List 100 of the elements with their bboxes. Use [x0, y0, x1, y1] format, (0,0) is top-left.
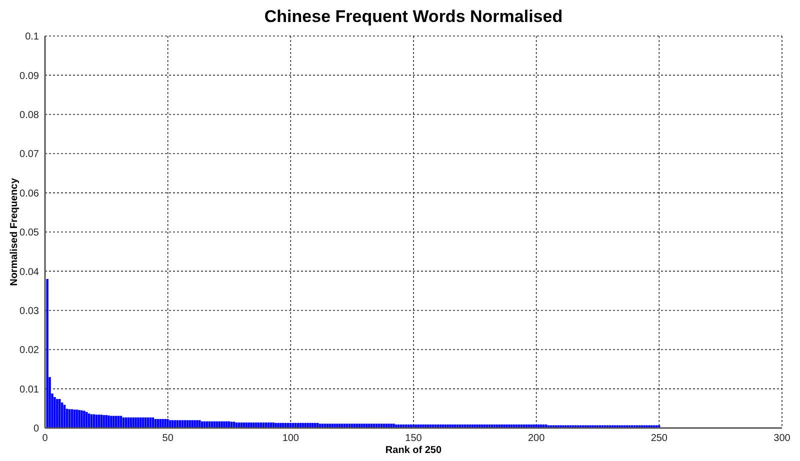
bar — [112, 416, 115, 428]
bar — [245, 422, 248, 428]
y-tick-label: 0 — [33, 424, 40, 435]
x-tick-label: 0 — [42, 433, 48, 444]
bar — [226, 421, 228, 428]
bar — [363, 424, 366, 428]
bar — [449, 424, 452, 428]
x-tick-label: 200 — [528, 433, 546, 444]
bar — [471, 424, 474, 428]
x-tick-label: 50 — [162, 433, 174, 444]
bar — [532, 424, 535, 428]
y-tick-label: 0.02 — [20, 345, 40, 356]
bar — [252, 422, 255, 428]
bar — [302, 422, 304, 428]
bar — [76, 410, 78, 428]
y-tick-label: 0.05 — [20, 228, 40, 239]
bar — [274, 422, 277, 428]
bar — [338, 424, 341, 428]
bar — [166, 418, 169, 428]
bar — [478, 424, 481, 428]
bar — [102, 415, 105, 428]
x-tick-label: 150 — [405, 433, 422, 444]
bar — [248, 422, 250, 428]
bar — [83, 410, 86, 428]
bar — [358, 424, 360, 428]
bar — [312, 422, 314, 428]
bar — [280, 422, 282, 428]
bar — [481, 424, 484, 428]
bar — [385, 424, 388, 428]
y-tick-label: 0.03 — [20, 306, 40, 317]
bar — [108, 415, 110, 428]
y-tick-label: 0.06 — [20, 188, 40, 200]
bar — [336, 424, 338, 428]
bar — [80, 410, 83, 428]
bar — [390, 424, 392, 428]
bar — [159, 418, 162, 428]
bar — [503, 424, 506, 428]
bar — [328, 424, 331, 428]
bar — [420, 424, 422, 428]
y-tick-label: 0.1 — [25, 32, 40, 43]
y-axis-title: Normalised Frequency — [8, 178, 20, 286]
bar — [530, 424, 532, 428]
bar — [388, 424, 390, 428]
x-tick-label: 100 — [282, 433, 300, 444]
bar — [140, 417, 142, 428]
bar — [220, 421, 223, 428]
bar — [196, 420, 198, 428]
bar — [360, 424, 363, 428]
y-tick-label: 0.04 — [20, 266, 40, 278]
bar — [500, 424, 503, 428]
bar — [444, 424, 446, 428]
bar — [528, 424, 530, 428]
bar — [424, 424, 427, 428]
bar — [476, 424, 478, 428]
bar — [164, 418, 166, 428]
chart-title: Chinese Frequent Words Normalised — [263, 6, 564, 28]
bar — [272, 422, 274, 428]
bar — [535, 424, 538, 428]
bar — [162, 418, 164, 428]
bar — [169, 420, 172, 428]
y-tick-label: 0.08 — [20, 110, 40, 121]
bar — [110, 416, 112, 428]
bar — [366, 424, 368, 428]
x-axis-title: Rank of 250 — [385, 445, 442, 456]
bar — [78, 410, 80, 428]
y-tick-label: 0.09 — [20, 70, 40, 82]
bar — [417, 424, 420, 428]
bar — [46, 279, 48, 428]
bar — [392, 424, 395, 428]
bar — [223, 421, 226, 428]
bar — [137, 417, 140, 428]
bar — [414, 424, 417, 428]
bar — [506, 424, 508, 428]
x-tick-label: 300 — [774, 433, 791, 444]
bar — [134, 417, 137, 428]
bar — [368, 424, 370, 428]
bar — [132, 417, 134, 428]
bar — [309, 422, 312, 428]
bar — [188, 420, 191, 428]
bar — [304, 422, 306, 428]
bar — [446, 424, 449, 428]
bar — [105, 415, 108, 428]
bar — [216, 421, 218, 428]
y-tick-label: 0.07 — [20, 149, 40, 160]
bar — [282, 422, 284, 428]
bar — [56, 398, 58, 428]
bar — [191, 420, 194, 428]
bar — [508, 424, 510, 428]
bar — [277, 422, 280, 428]
bar — [474, 424, 476, 428]
bar — [334, 424, 336, 428]
bar — [250, 422, 252, 428]
y-tick-label: 0.01 — [20, 384, 40, 396]
bar — [395, 424, 398, 428]
bar — [194, 420, 196, 428]
bar — [452, 424, 454, 428]
bar — [54, 397, 56, 428]
bar — [331, 424, 334, 428]
bar — [218, 421, 220, 428]
bar — [538, 424, 540, 428]
